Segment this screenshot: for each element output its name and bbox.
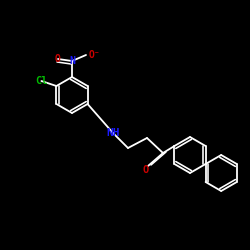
Text: O: O <box>143 165 149 175</box>
Text: O: O <box>55 54 61 64</box>
Text: NH: NH <box>106 128 120 138</box>
Text: N: N <box>69 56 75 66</box>
Text: Cl: Cl <box>35 76 48 86</box>
Text: O⁻: O⁻ <box>89 50 101 60</box>
